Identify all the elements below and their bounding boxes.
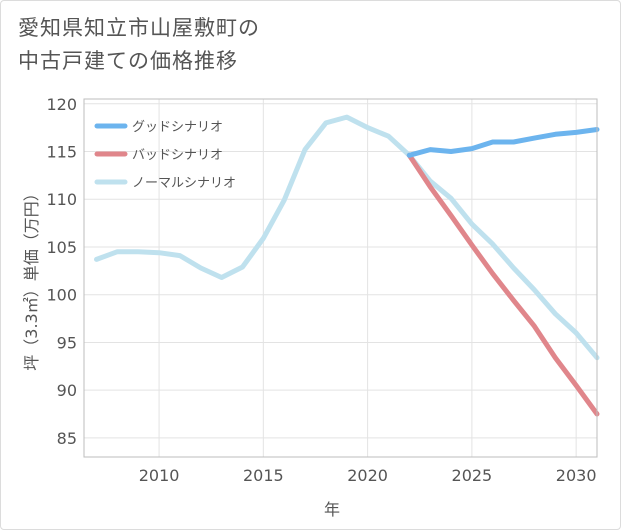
legend-label-0: グッドシナリオ <box>132 120 223 135</box>
title-line-1: 愛知県知立市山屋敷町の <box>18 16 260 40</box>
y-tick-label: 115 <box>46 143 77 162</box>
x-tick-label: 2015 <box>243 466 284 485</box>
x-tick-label: 2025 <box>452 466 493 485</box>
title-line-2: 中古戸建ての価格推移 <box>18 49 238 73</box>
series-line-1 <box>406 152 600 417</box>
series-line-0 <box>406 127 600 158</box>
legend-label-1: バッドシナリオ <box>132 148 223 163</box>
axes: 85 90 95 100 105 110 115 120 2010 2015 2020 2025 203… <box>46 95 598 485</box>
y-tick-label: 90 <box>57 381 77 400</box>
x-tick-label: 2030 <box>556 466 597 485</box>
y-tick-label: 100 <box>46 286 77 305</box>
y-tick-label: 120 <box>46 95 77 114</box>
x-tick-label: 2010 <box>139 466 180 485</box>
chart-title: 愛知県知立市山屋敷町の 中古戸建ての価格推移 <box>18 12 260 78</box>
y-tick-label: 105 <box>46 238 77 257</box>
y-tick-label: 95 <box>57 333 77 352</box>
x-axis-label: 年 <box>323 500 341 519</box>
series-lines <box>94 114 600 417</box>
plot-area-border <box>83 98 598 458</box>
y-axis-label: 坪（3.3㎡）単価（万円） <box>22 185 41 371</box>
y-tick-label: 110 <box>46 190 77 209</box>
y-tick-label: 85 <box>57 429 77 448</box>
grid <box>84 99 597 457</box>
x-tick-label: 2020 <box>347 466 388 485</box>
legend-label-2: ノーマルシナリオ <box>132 176 236 191</box>
series-line-2 <box>94 114 600 361</box>
